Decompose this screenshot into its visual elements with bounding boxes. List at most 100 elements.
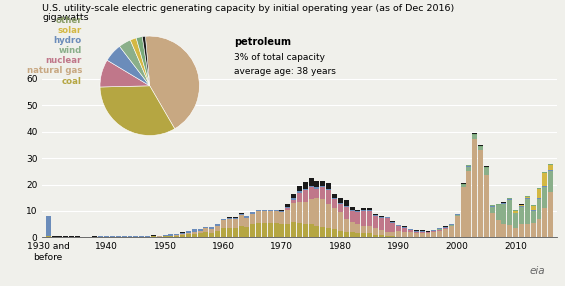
Bar bbox=[338, 198, 343, 203]
Bar bbox=[490, 207, 495, 213]
Bar bbox=[174, 234, 179, 235]
Bar bbox=[373, 215, 378, 216]
Bar bbox=[46, 236, 51, 237]
Bar bbox=[449, 226, 454, 237]
Bar bbox=[344, 219, 349, 232]
Bar bbox=[390, 232, 395, 236]
Bar bbox=[303, 224, 308, 237]
Bar bbox=[256, 210, 261, 211]
Bar bbox=[315, 181, 319, 187]
Bar bbox=[525, 199, 530, 224]
Bar bbox=[233, 219, 238, 228]
Bar bbox=[180, 235, 185, 237]
Bar bbox=[332, 194, 337, 198]
Bar bbox=[431, 230, 436, 231]
Bar bbox=[513, 212, 518, 213]
Bar bbox=[186, 234, 191, 237]
Bar bbox=[466, 166, 471, 167]
Bar bbox=[332, 198, 337, 199]
Wedge shape bbox=[131, 38, 150, 86]
Bar bbox=[262, 210, 267, 211]
Bar bbox=[174, 235, 179, 236]
Bar bbox=[437, 229, 442, 230]
Bar bbox=[420, 232, 425, 233]
Bar bbox=[531, 210, 536, 211]
Bar bbox=[460, 183, 466, 184]
Bar bbox=[548, 164, 553, 165]
Bar bbox=[367, 225, 372, 233]
Bar bbox=[355, 211, 360, 212]
Bar bbox=[373, 228, 378, 235]
Bar bbox=[525, 224, 530, 237]
Bar bbox=[273, 223, 279, 237]
Bar bbox=[303, 188, 308, 190]
Bar bbox=[46, 216, 51, 236]
Bar bbox=[291, 198, 296, 200]
Bar bbox=[425, 233, 431, 237]
Bar bbox=[344, 207, 349, 219]
Bar bbox=[531, 205, 536, 206]
Bar bbox=[449, 225, 454, 226]
Wedge shape bbox=[120, 40, 150, 86]
Bar bbox=[513, 228, 518, 237]
Bar bbox=[402, 226, 407, 227]
Bar bbox=[525, 196, 530, 197]
Bar bbox=[420, 233, 425, 237]
Bar bbox=[519, 207, 524, 224]
Bar bbox=[320, 186, 325, 187]
Bar bbox=[280, 211, 284, 212]
Bar bbox=[332, 208, 337, 229]
Bar bbox=[320, 199, 325, 227]
Bar bbox=[490, 206, 495, 207]
Text: natural gas: natural gas bbox=[27, 65, 82, 75]
Bar bbox=[315, 225, 319, 237]
Bar bbox=[455, 215, 460, 216]
Bar bbox=[245, 218, 249, 227]
Bar bbox=[443, 227, 448, 228]
Bar bbox=[332, 199, 337, 208]
Bar bbox=[110, 236, 115, 237]
Bar bbox=[502, 224, 506, 237]
Bar bbox=[163, 236, 168, 237]
Bar bbox=[256, 223, 261, 237]
Bar bbox=[238, 214, 244, 215]
Text: other: other bbox=[55, 15, 82, 25]
Bar bbox=[379, 230, 384, 235]
Bar bbox=[542, 186, 547, 187]
Bar bbox=[308, 178, 314, 186]
Bar bbox=[315, 187, 319, 188]
Bar bbox=[151, 236, 156, 237]
Bar bbox=[308, 187, 314, 199]
Bar bbox=[425, 231, 431, 232]
Bar bbox=[373, 235, 378, 237]
Bar bbox=[192, 229, 197, 232]
Bar bbox=[460, 184, 466, 185]
Bar bbox=[332, 229, 337, 237]
Bar bbox=[273, 211, 279, 223]
Bar bbox=[466, 165, 471, 166]
Bar bbox=[361, 225, 366, 233]
Bar bbox=[245, 227, 249, 237]
Bar bbox=[425, 232, 431, 233]
Bar bbox=[542, 173, 547, 186]
Bar bbox=[145, 236, 150, 237]
Bar bbox=[262, 211, 267, 223]
Text: average age: 38 years: average age: 38 years bbox=[234, 67, 336, 76]
Bar bbox=[542, 172, 547, 173]
Bar bbox=[367, 210, 372, 211]
Bar bbox=[548, 165, 553, 170]
Bar bbox=[280, 212, 284, 224]
Wedge shape bbox=[107, 46, 150, 86]
Bar bbox=[227, 228, 232, 237]
Bar bbox=[121, 236, 127, 237]
Bar bbox=[437, 228, 442, 229]
Bar bbox=[203, 232, 208, 237]
Bar bbox=[385, 217, 390, 219]
Bar bbox=[233, 218, 238, 219]
Bar bbox=[414, 230, 419, 231]
Bar bbox=[449, 224, 454, 225]
Bar bbox=[297, 191, 302, 192]
Bar bbox=[460, 187, 466, 237]
Bar bbox=[455, 214, 460, 215]
Bar bbox=[163, 235, 168, 236]
